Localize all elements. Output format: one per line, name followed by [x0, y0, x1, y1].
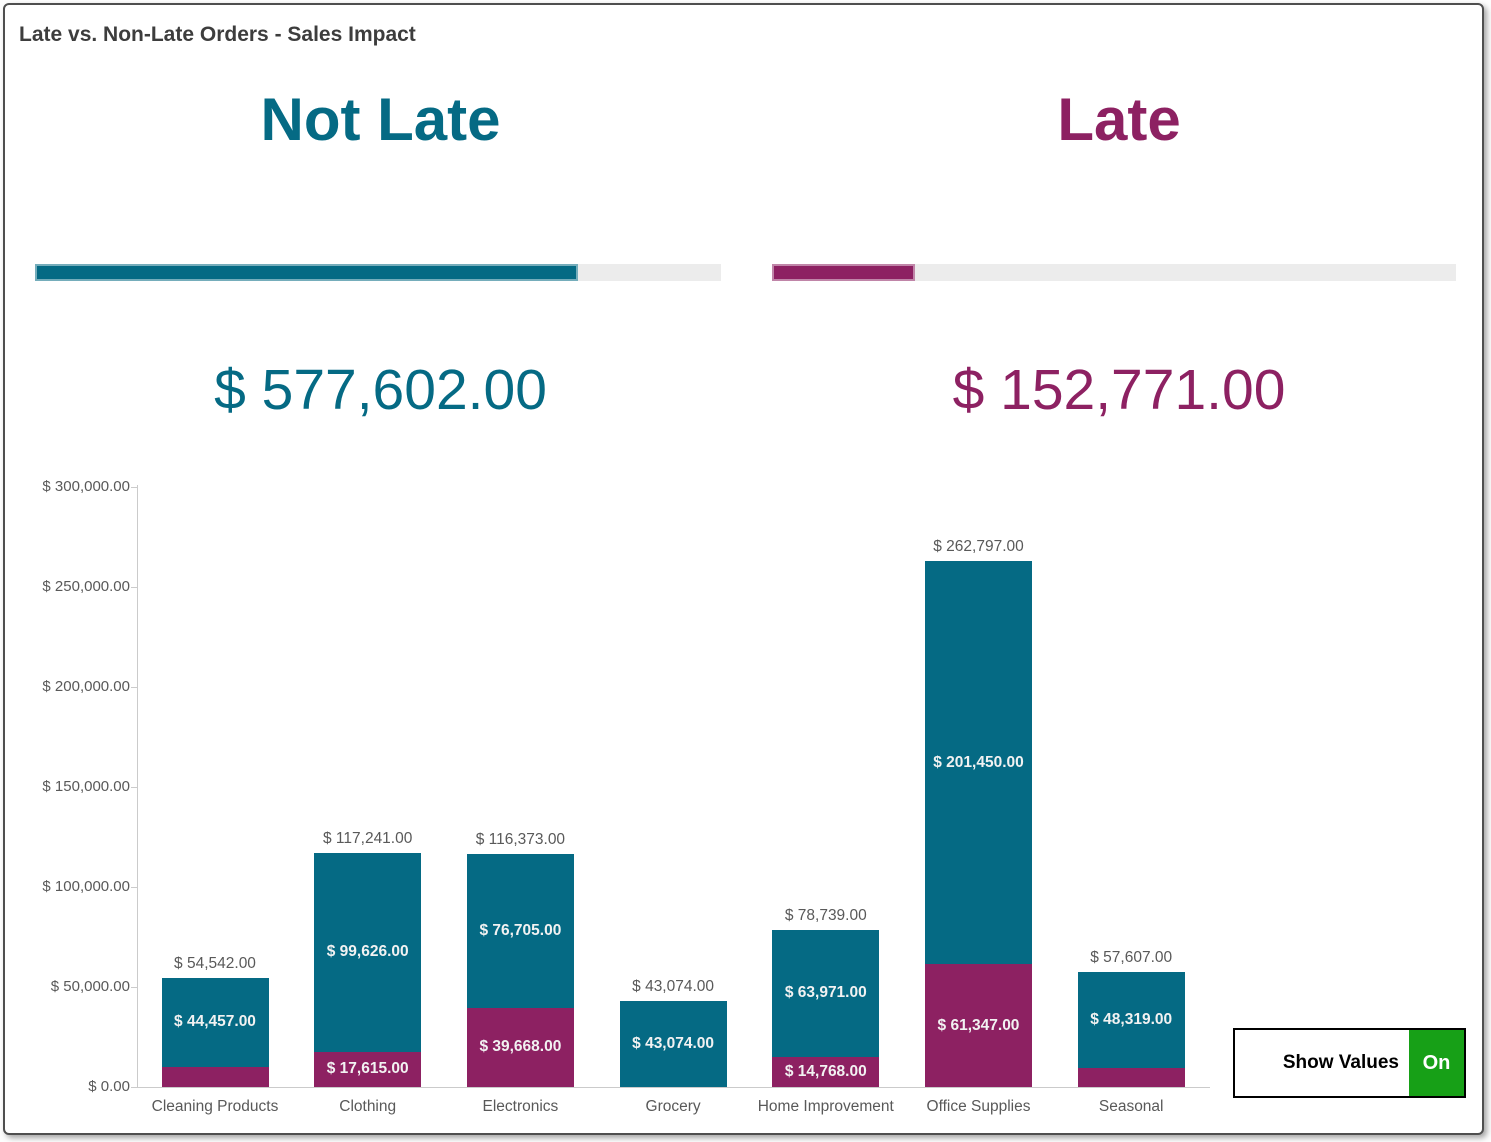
bar-segment-not-late-cleaning-products[interactable] [161, 977, 269, 1067]
y-axis-tick [131, 587, 137, 588]
bar-label-not-late-home-improvement: $ 63,971.00 [784, 984, 867, 1002]
bar-segment-not-late-office-supplies[interactable] [925, 561, 1032, 965]
y-axis-label: $ 250,000.00 [42, 578, 130, 595]
x-axis-label-home-improvement: Home Improvement [757, 1098, 894, 1115]
bar-segment-late-electronics[interactable] [466, 1007, 574, 1087]
y-axis-tick [131, 487, 137, 488]
bar-label-late-clothing: $ 17,615.00 [326, 1060, 409, 1078]
y-axis-label: $ 150,000.00 [42, 778, 130, 795]
bar-segment-not-late-electronics[interactable] [466, 854, 574, 1008]
y-axis-label: $ 100,000.00 [42, 878, 130, 895]
y-axis-tick [131, 687, 137, 688]
y-axis-tick [131, 887, 137, 888]
bar-label-not-late-electronics: $ 76,705.00 [479, 921, 562, 939]
x-axis-label-office-supplies: Office Supplies [926, 1098, 1031, 1115]
show-values-on-button[interactable]: On [1409, 1030, 1464, 1096]
kpi-late-progress-fill [772, 264, 915, 281]
bar-segment-late-cleaning-products[interactable] [161, 1066, 269, 1087]
y-axis-tick [131, 987, 137, 988]
bar-segment-not-late-clothing[interactable] [314, 852, 422, 1052]
x-axis-label-cleaning-products: Cleaning Products [151, 1098, 279, 1115]
y-axis-label: $ 0.00 [88, 1078, 130, 1095]
y-axis-label: $ 300,000.00 [42, 478, 130, 495]
bar-total-label-clothing: $ 117,241.00 [323, 829, 413, 847]
bar-label-not-late-office-supplies: $ 201,450.00 [933, 753, 1024, 771]
y-axis-tick [131, 1087, 137, 1088]
x-axis-label-electronics: Electronics [482, 1098, 559, 1115]
kpi-late-title: Late [1057, 86, 1181, 153]
x-axis-line [137, 1087, 1210, 1088]
dashboard-card: Late vs. Non-Late Orders - Sales Impact … [3, 3, 1484, 1135]
bar-total-label-office-supplies: $ 262,797.00 [933, 538, 1024, 556]
kpi-not-late-value: $ 577,602.00 [214, 358, 547, 422]
kpi-not-late-progress-fill [35, 264, 578, 281]
page-title: Late vs. Non-Late Orders - Sales Impact [19, 23, 416, 46]
y-axis-line [137, 485, 138, 1088]
bar-label-late-office-supplies: $ 61,347.00 [937, 1016, 1020, 1034]
bar-total-label-cleaning-products: $ 54,542.00 [174, 954, 256, 972]
bar-label-not-late-cleaning-products: $ 44,457.00 [174, 1013, 256, 1031]
kpi-late-progress [772, 264, 1456, 281]
bar-label-not-late-grocery: $ 43,074.00 [632, 1034, 715, 1052]
bar-segment-late-seasonal[interactable] [1077, 1068, 1185, 1087]
show-values-toggle[interactable]: Show Values On [1233, 1028, 1466, 1098]
y-axis-label: $ 50,000.00 [50, 978, 130, 995]
kpi-not-late-progress [35, 264, 721, 281]
bar-total-label-seasonal: $ 57,607.00 [1090, 948, 1173, 966]
y-axis-tick [131, 787, 137, 788]
kpi-late-value: $ 152,771.00 [952, 358, 1286, 422]
show-values-label: Show Values [1282, 1052, 1399, 1073]
bar-segment-not-late-grocery[interactable] [619, 1000, 727, 1087]
bar-segment-not-late-seasonal[interactable] [1077, 971, 1185, 1069]
bar-label-not-late-clothing: $ 99,626.00 [326, 943, 409, 961]
x-axis-label-grocery: Grocery [645, 1098, 701, 1115]
stacked-bar-chart: $ 0.00 $ 50,000.00 $ 100,000.00 $ 150,000.0… [5, 5, 1482, 1133]
bar-total-label-home-improvement: $ 78,739.00 [784, 906, 867, 924]
bar-total-label-grocery: $ 43,074.00 [632, 977, 715, 995]
bar-segment-late-clothing[interactable] [314, 1051, 422, 1087]
bar-segment-not-late-home-improvement[interactable] [772, 929, 880, 1058]
bar-segment-late-office-supplies[interactable] [925, 964, 1032, 1087]
y-axis-label: $ 200,000.00 [42, 678, 130, 695]
bar-label-late-home-improvement: $ 14,768.00 [784, 1063, 867, 1081]
x-axis-label-seasonal: Seasonal [1098, 1098, 1164, 1115]
bar-label-late-electronics: $ 39,668.00 [479, 1038, 562, 1056]
x-axis-label-clothing: Clothing [339, 1098, 397, 1115]
bar-total-label-electronics: $ 116,373.00 [475, 831, 566, 849]
bar-label-not-late-seasonal: $ 48,319.00 [1090, 1011, 1173, 1029]
bar-segment-late-home-improvement[interactable] [772, 1057, 880, 1087]
kpi-not-late-title: Not Late [260, 86, 501, 153]
